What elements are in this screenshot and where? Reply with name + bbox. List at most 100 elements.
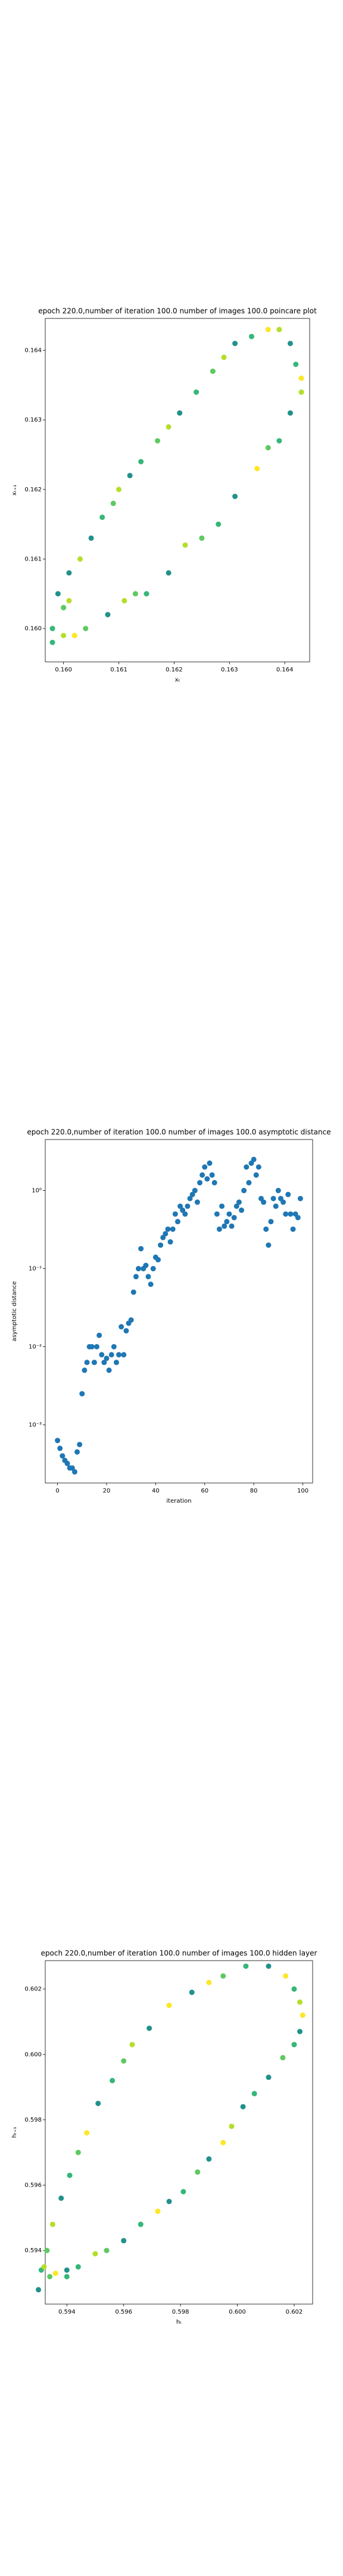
point <box>283 1211 289 1217</box>
point <box>224 1219 230 1225</box>
point <box>128 1317 134 1323</box>
point <box>241 1188 247 1194</box>
x-axis-label: xₜ <box>175 677 180 683</box>
axes-frame <box>45 1139 313 1484</box>
point <box>251 1156 257 1162</box>
point <box>64 1460 70 1466</box>
point <box>113 1360 119 1366</box>
point <box>132 591 138 597</box>
point <box>295 1215 301 1221</box>
point <box>71 1469 77 1475</box>
point <box>182 1211 188 1217</box>
point <box>248 333 254 339</box>
point <box>265 327 271 333</box>
chart: epoch 220.0,number of iteration 100.0 nu… <box>11 1128 331 1505</box>
y-tick-label: 0.598 <box>24 2117 42 2123</box>
point <box>123 1328 129 1334</box>
point <box>55 591 61 597</box>
point <box>297 1999 303 2005</box>
point <box>210 369 216 374</box>
point <box>166 2199 172 2205</box>
point <box>66 570 72 576</box>
point <box>64 2267 70 2273</box>
point <box>75 2264 81 2270</box>
point <box>251 2091 257 2097</box>
point <box>96 1332 102 1338</box>
point <box>108 1352 114 1358</box>
point <box>101 1360 107 1366</box>
point <box>104 2247 110 2253</box>
point <box>145 1274 151 1280</box>
point <box>136 1266 142 1272</box>
point <box>58 2195 64 2201</box>
point <box>236 1199 242 1205</box>
point <box>287 340 293 346</box>
point <box>185 1203 191 1209</box>
point <box>116 1352 122 1358</box>
y-tick-label: 0.596 <box>24 2182 42 2189</box>
point <box>226 1211 232 1217</box>
point <box>199 1172 205 1178</box>
point <box>99 514 105 520</box>
point <box>276 327 282 333</box>
point <box>121 597 127 603</box>
point <box>211 1179 217 1185</box>
point <box>285 1191 291 1197</box>
point <box>75 2150 81 2156</box>
x-tick-label: 0.164 <box>276 667 294 673</box>
point <box>287 410 293 416</box>
point <box>84 2130 90 2136</box>
point <box>60 1453 66 1459</box>
x-tick-label: 0.161 <box>110 667 127 673</box>
chart-title: epoch 220.0,number of iteration 100.0 nu… <box>27 1128 330 1137</box>
x-tick-label: 100 <box>297 1488 308 1494</box>
point <box>204 1176 210 1182</box>
axes-frame <box>45 1960 313 2305</box>
point <box>111 1343 117 1349</box>
point <box>82 1367 88 1373</box>
y-tick-label: 0.161 <box>24 556 42 562</box>
point <box>261 1199 267 1205</box>
point <box>291 1986 297 1992</box>
point <box>91 1360 97 1366</box>
point <box>220 2140 226 2145</box>
point <box>298 389 304 395</box>
point <box>197 1179 203 1185</box>
point <box>232 493 238 499</box>
point <box>276 438 282 444</box>
y-tick-label: 0.163 <box>24 417 42 423</box>
point <box>220 1973 226 1979</box>
point <box>221 354 227 360</box>
y-tick-label: 10⁻³ <box>29 1422 42 1428</box>
point <box>187 1196 193 1202</box>
point <box>240 2104 246 2110</box>
x-tick-label: 0.594 <box>58 2309 76 2315</box>
point <box>155 438 161 444</box>
point <box>199 535 205 541</box>
point <box>189 1989 195 1995</box>
point <box>166 424 172 430</box>
point <box>265 445 271 451</box>
point <box>189 1191 195 1197</box>
point <box>288 1211 294 1217</box>
point <box>206 2156 212 2162</box>
point <box>99 1352 105 1358</box>
chart-title: epoch 220.0,number of iteration 100.0 nu… <box>41 1949 317 1958</box>
point <box>47 2274 53 2280</box>
point <box>55 1438 61 1444</box>
y-tick-label: 0.162 <box>24 487 42 493</box>
y-axis-label: xₜ₊₁ <box>11 485 18 496</box>
point <box>243 1963 249 1969</box>
point <box>180 2188 186 2194</box>
point <box>291 2042 297 2048</box>
x-tick-label: 0.600 <box>229 2309 246 2315</box>
point <box>104 1355 110 1361</box>
point <box>254 466 260 472</box>
point <box>194 1199 200 1205</box>
point <box>110 2077 116 2083</box>
point <box>129 2042 135 2048</box>
point <box>57 1445 63 1451</box>
chart: epoch 220.0,number of iteration 100.0 nu… <box>11 1949 317 2326</box>
y-axis-label: hₜ₊₁ <box>11 2127 18 2138</box>
